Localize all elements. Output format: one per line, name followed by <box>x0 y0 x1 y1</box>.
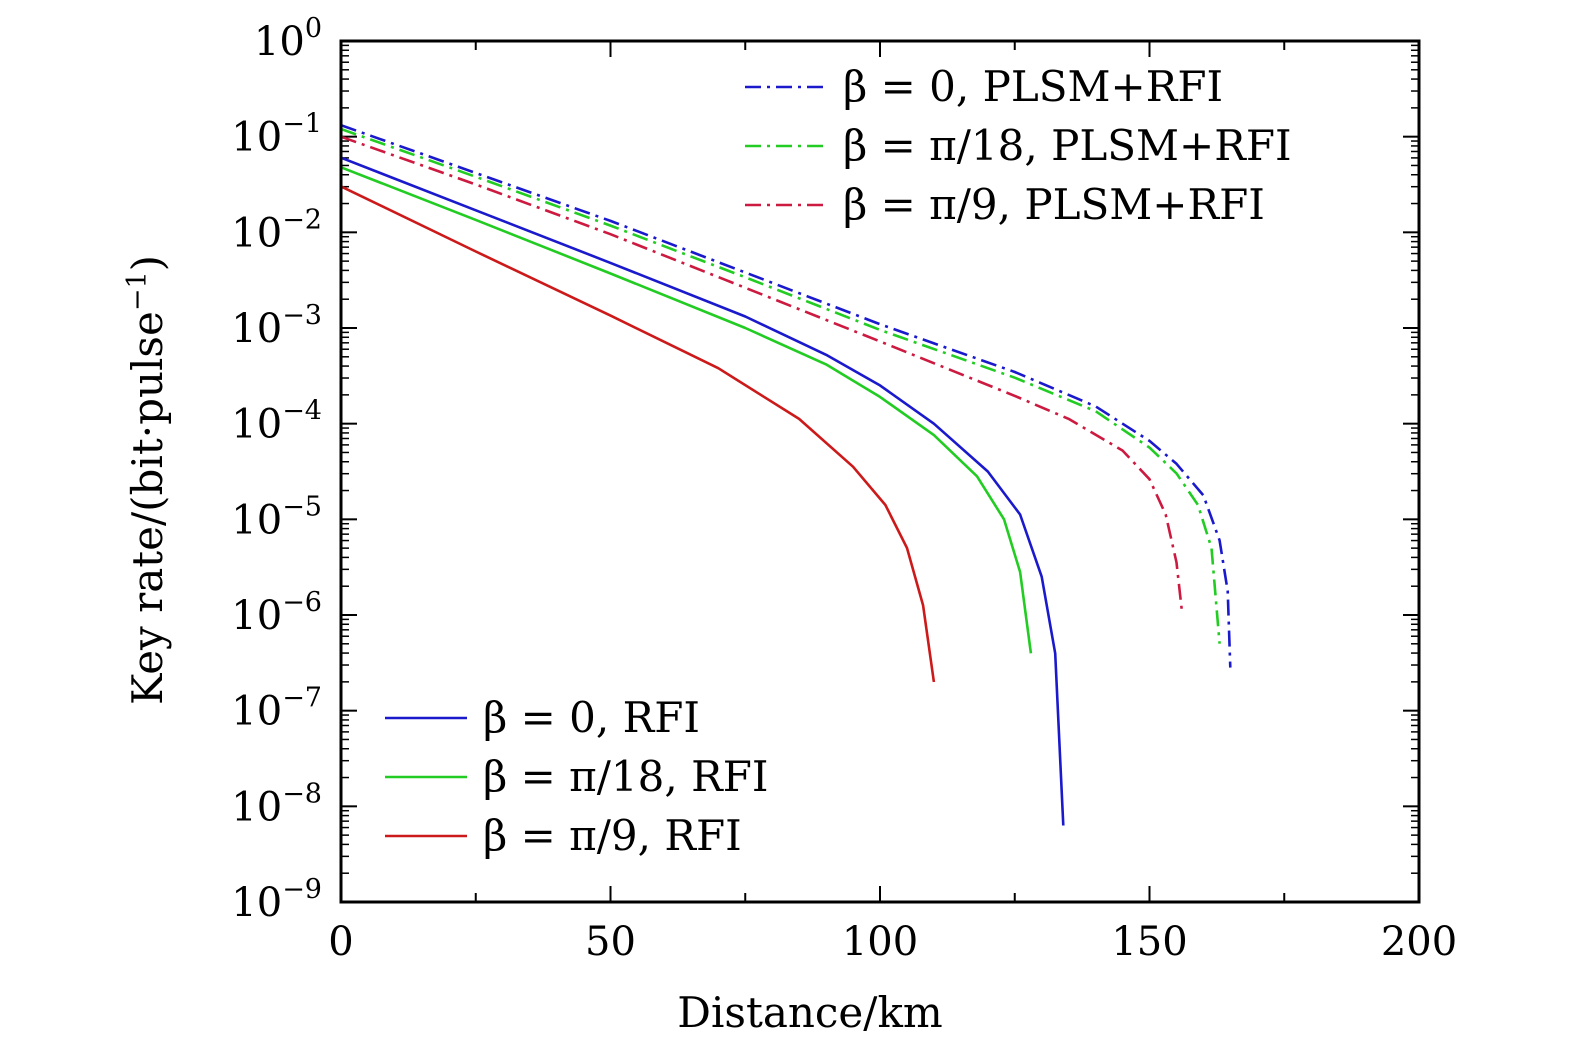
y-tick-exponent: −7 <box>282 683 322 714</box>
y-tick-base: 10 <box>231 497 282 543</box>
x-tick-label: 50 <box>585 919 636 965</box>
series-line-4 <box>340 156 1065 826</box>
y-tick-label: 10−8 <box>231 778 322 830</box>
x-tick-label: 200 <box>1381 919 1457 965</box>
y-tick-base: 10 <box>231 115 282 161</box>
y-tick-exponent: −2 <box>282 204 322 235</box>
y-tick-exponent: −1 <box>282 109 322 140</box>
y-tick-exponent: 0 <box>305 13 322 44</box>
y-tick-label: 10−9 <box>231 874 322 926</box>
y-axis-title-main: Key rate/(bit·pulse <box>123 311 172 705</box>
y-tick-label: 10−2 <box>231 204 322 256</box>
y-tick-base: 10 <box>231 593 282 639</box>
y-tick-label: 10−5 <box>231 491 322 543</box>
y-axis-title-close: ) <box>123 255 172 271</box>
legend-label: β = 0, RFI <box>483 693 700 742</box>
y-tick-exponent: −9 <box>282 874 322 905</box>
legend-label: β = π/9, PLSM+RFI <box>843 180 1265 229</box>
y-tick-exponent: −4 <box>282 396 322 427</box>
y-tick-base: 10 <box>254 19 305 65</box>
series-line-6 <box>340 185 936 683</box>
y-tick-base: 10 <box>231 689 282 735</box>
y-axis-title: Key rate/(bit·pulse−1) <box>122 255 172 705</box>
series-line-1 <box>340 123 1232 668</box>
legend-label: β = 0, PLSM+RFI <box>843 62 1223 111</box>
y-tick-label: 10−7 <box>231 683 322 735</box>
x-tick-label: 100 <box>842 919 918 965</box>
y-tick-base: 10 <box>231 306 282 352</box>
y-tick-label: 10−4 <box>231 396 322 448</box>
series-line-2 <box>340 127 1221 644</box>
y-tick-base: 10 <box>231 210 282 256</box>
plot-frame <box>339 39 1421 904</box>
legend-label: β = π/18, RFI <box>483 752 768 801</box>
y-axis-title-exp: −1 <box>122 271 153 311</box>
plot-series <box>340 123 1232 826</box>
y-tick-exponent: −3 <box>282 300 322 331</box>
x-axis-title: Distance/km <box>677 988 942 1037</box>
legend-label: β = π/18, PLSM+RFI <box>843 121 1292 170</box>
y-tick-exponent: −5 <box>282 491 322 522</box>
y-tick-exponent: −8 <box>282 778 322 809</box>
series-line-3 <box>340 135 1184 611</box>
y-tick-base: 10 <box>231 784 282 830</box>
y-tick-label: 10−6 <box>231 587 322 639</box>
svg-text:Key rate/(bit·pulse−1): Key rate/(bit·pulse−1) <box>122 255 172 705</box>
legend-label: β = π/9, RFI <box>483 811 742 860</box>
y-tick-exponent: −6 <box>282 587 322 618</box>
x-tick-label: 150 <box>1111 919 1187 965</box>
y-tick-label: 10−1 <box>231 109 322 161</box>
y-tick-label: 100 <box>254 13 322 65</box>
x-tick-label: 0 <box>328 919 353 965</box>
y-tick-base: 10 <box>231 402 282 448</box>
y-tick-base: 10 <box>231 880 282 926</box>
y-tick-label: 10−3 <box>231 300 322 352</box>
x-tick-labels: 0 50 100 150 200 <box>328 919 1457 965</box>
legends: β = 0, PLSM+RFI β = π/18, PLSM+RFI β = π/9… <box>385 62 1292 860</box>
series-line-5 <box>340 166 1033 654</box>
